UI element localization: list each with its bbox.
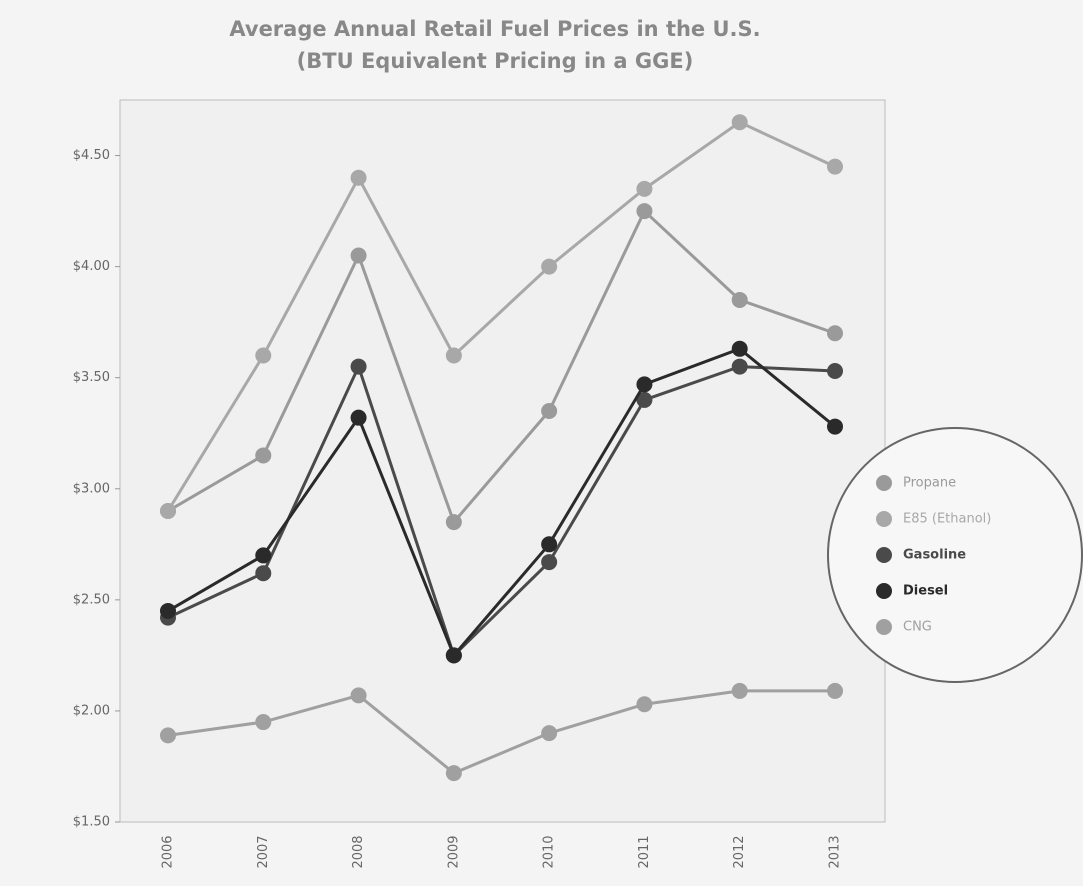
x-tick-label: 2010	[542, 835, 557, 868]
data-point	[255, 447, 272, 464]
data-point	[731, 340, 748, 357]
data-point	[445, 647, 462, 664]
x-tick-label: 2012	[732, 835, 747, 868]
data-point	[445, 765, 462, 782]
data-point	[636, 376, 653, 393]
data-point	[255, 347, 272, 364]
data-point	[636, 696, 653, 713]
data-point	[827, 682, 843, 699]
data-point	[636, 391, 653, 408]
x-tick-label: 2006	[161, 835, 176, 868]
series-line	[167, 362, 836, 659]
series-line	[166, 120, 836, 512]
data-point	[827, 418, 843, 435]
legend-swatch	[876, 475, 892, 491]
data-point	[541, 725, 558, 742]
data-point	[541, 403, 558, 420]
series-line	[167, 689, 835, 775]
legend-swatch	[876, 547, 892, 563]
data-point	[350, 358, 367, 375]
data-point	[350, 687, 367, 704]
y-tick-label: $1.50	[73, 815, 110, 830]
chart-title: Average Annual Retail Fuel Prices in the…	[229, 17, 760, 41]
data-point	[731, 682, 748, 699]
x-tick-label: 2008	[351, 835, 366, 868]
data-point	[255, 547, 272, 564]
legend-label: Diesel	[903, 584, 948, 599]
data-point	[255, 714, 272, 731]
data-point	[541, 258, 558, 275]
legend-label: Propane	[903, 476, 956, 491]
legend-label: E85 (Ethanol)	[903, 512, 991, 527]
series-line	[167, 208, 836, 526]
data-point	[636, 180, 653, 197]
x-tick-label: 2007	[256, 835, 271, 868]
data-point	[350, 169, 367, 186]
data-point	[827, 158, 843, 175]
plot-area	[119, 99, 886, 823]
legend-label: Gasoline	[903, 548, 966, 563]
y-tick-label: $4.00	[73, 259, 110, 274]
series-line	[167, 347, 836, 659]
data-point	[160, 602, 176, 619]
data-point	[541, 536, 558, 553]
x-tick-label: 2013	[828, 835, 843, 868]
data-point	[350, 409, 367, 426]
data-point	[255, 565, 272, 582]
y-tick-label: $2.00	[73, 703, 110, 718]
data-point	[827, 363, 843, 380]
chart-subtitle: (BTU Equivalent Pricing in a GGE)	[297, 49, 694, 73]
y-tick-label: $3.50	[73, 370, 110, 385]
data-point	[445, 347, 462, 364]
data-point	[827, 325, 843, 342]
x-tick-label: 2011	[637, 835, 652, 868]
x-tick-label: 2009	[446, 835, 461, 868]
data-point	[350, 247, 367, 264]
y-tick-label: $2.50	[73, 592, 110, 607]
legend-label: CNG	[903, 620, 932, 635]
data-point	[731, 114, 748, 131]
legend-swatch	[876, 619, 892, 635]
y-tick-label: $3.00	[73, 481, 110, 496]
data-point	[731, 358, 748, 375]
legend-swatch	[876, 583, 892, 599]
data-point	[445, 514, 462, 531]
legend-frame	[827, 427, 1083, 683]
data-point	[160, 727, 176, 744]
data-point	[160, 502, 176, 519]
legend-swatch	[876, 511, 892, 527]
data-point	[731, 291, 748, 308]
data-point	[541, 554, 558, 571]
data-point	[636, 203, 653, 220]
y-tick-label: $4.50	[73, 148, 110, 163]
